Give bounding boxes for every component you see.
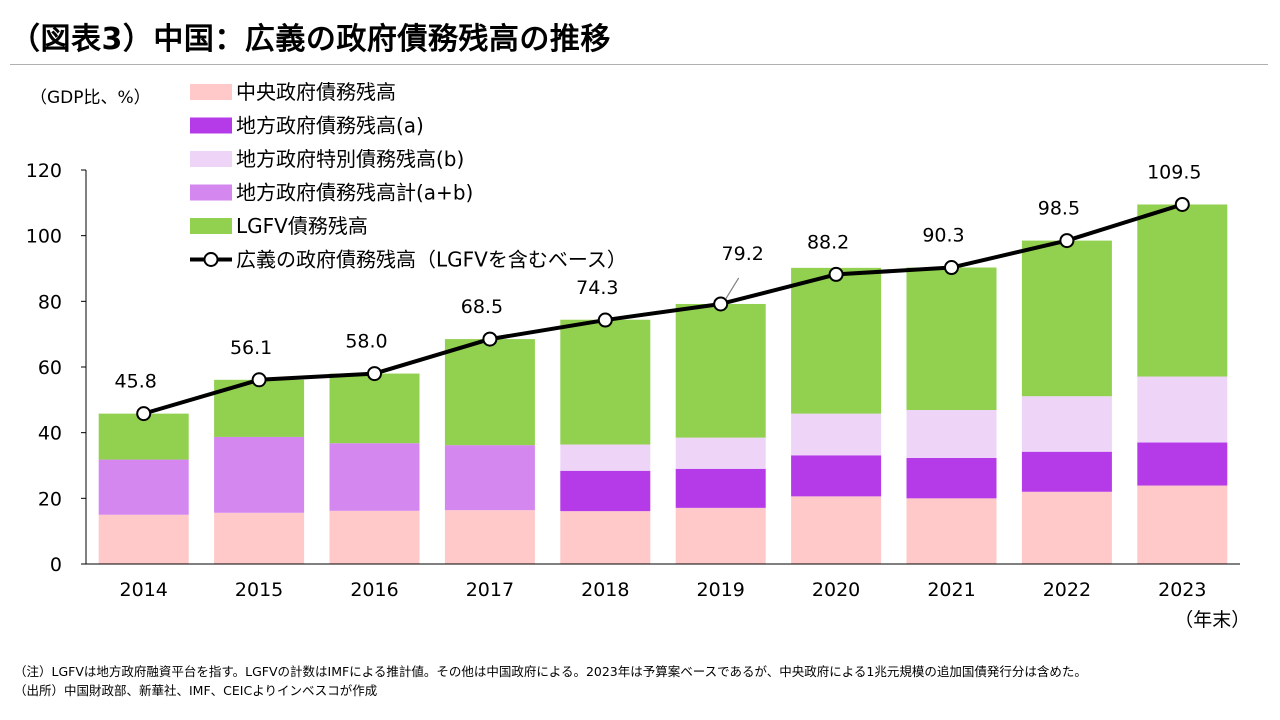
footnotes: （注）LGFVは地方政府融資平台を指す。LGFVの計数はIMFによる推計値。その… bbox=[14, 662, 1087, 700]
line-point-2020 bbox=[828, 266, 844, 282]
x-tick-label: 2021 bbox=[927, 579, 975, 601]
legend-label-total: 広義の政府債務残高（LGFVを含むベース） bbox=[236, 248, 627, 272]
bar-local_a-2023 bbox=[1137, 442, 1228, 486]
bar-lgfv-2016 bbox=[329, 373, 420, 444]
x-tick-label: 2016 bbox=[350, 579, 398, 601]
bar-local_total-2015 bbox=[214, 436, 305, 513]
chart-title: （図表3）中国：広義の政府債務残高の推移 bbox=[10, 22, 611, 57]
bar-local_b-2020 bbox=[791, 413, 882, 456]
y-tick-label: 100 bbox=[26, 226, 62, 248]
legend-line-marker bbox=[203, 252, 219, 267]
y-tick-label: 80 bbox=[38, 291, 62, 313]
legend-swatch-local_b bbox=[190, 151, 232, 167]
bar-lgfv-2021 bbox=[906, 267, 997, 411]
bar-central-2015 bbox=[214, 512, 305, 564]
legend-swatch-local_a bbox=[190, 117, 232, 134]
x-tick-label: 2023 bbox=[1158, 579, 1206, 601]
bar-local_total-2014 bbox=[98, 459, 189, 515]
bar-local_b-2023 bbox=[1137, 376, 1228, 443]
data-label-leader bbox=[725, 277, 740, 300]
bar-central-2016 bbox=[329, 510, 420, 564]
data-label: 58.0 bbox=[345, 331, 387, 353]
x-tick-label: 2017 bbox=[466, 579, 514, 601]
bar-central-2014 bbox=[98, 514, 189, 564]
bar-local_b-2018 bbox=[560, 444, 651, 471]
x-tick-label: 2022 bbox=[1043, 579, 1091, 601]
line-point-2016 bbox=[367, 366, 382, 382]
legend-label-local_b: 地方政府特別債務残高(b) bbox=[236, 147, 464, 171]
bar-central-2019 bbox=[675, 507, 766, 564]
legend-swatch-local_total bbox=[190, 184, 232, 201]
data-label: 74.3 bbox=[576, 277, 618, 299]
footnote-source: （出所）中国財政部、新華社、IMF、CEICよりインベスコが作成 bbox=[14, 683, 378, 698]
legend-swatch-central bbox=[190, 84, 232, 100]
x-tick-label: 2015 bbox=[235, 579, 283, 601]
bar-central-2021 bbox=[906, 498, 997, 564]
data-label: 79.2 bbox=[722, 243, 764, 265]
x-tick-label: 2019 bbox=[697, 579, 745, 601]
line-point-2018 bbox=[597, 312, 613, 328]
bar-lgfv-2018 bbox=[560, 319, 651, 445]
line-point-2021 bbox=[944, 260, 959, 276]
data-label: 68.5 bbox=[461, 296, 503, 318]
bar-local_a-2018 bbox=[560, 470, 651, 512]
bar-local_b-2019 bbox=[675, 437, 766, 469]
data-label: 88.2 bbox=[807, 231, 849, 253]
line-point-2023 bbox=[1174, 196, 1190, 212]
bar-local_a-2020 bbox=[791, 455, 882, 497]
y-tick-label: 20 bbox=[38, 488, 62, 510]
y-tick-label: 120 bbox=[26, 160, 62, 182]
bar-central-2020 bbox=[791, 496, 882, 564]
bar-lgfv-2022 bbox=[1021, 240, 1112, 397]
line-point-2019 bbox=[713, 296, 729, 312]
bar-central-2022 bbox=[1021, 491, 1112, 564]
bar-lgfv-2019 bbox=[675, 303, 766, 438]
bar-local_a-2021 bbox=[906, 457, 997, 499]
y-axis-label: （GDP比、%） bbox=[30, 88, 151, 108]
bar-lgfv-2017 bbox=[444, 339, 535, 446]
x-axis-label: （年末） bbox=[1174, 609, 1250, 631]
line-point-2017 bbox=[482, 331, 498, 347]
legend-label-local_total: 地方政府債務残高計(a+b) bbox=[236, 181, 473, 205]
bar-lgfv-2014 bbox=[98, 413, 189, 460]
bar-local_b-2021 bbox=[906, 410, 997, 458]
bar-local_total-2017 bbox=[444, 445, 535, 511]
data-label: 98.5 bbox=[1038, 198, 1080, 220]
debt-chart: （GDP比、%） 0 20 40 60 80 100 120 2014 2015 2016 2017 2… bbox=[26, 80, 1251, 631]
bar-local_b-2022 bbox=[1021, 396, 1112, 452]
data-label: 109.5 bbox=[1147, 161, 1201, 183]
legend-swatch-lgfv bbox=[190, 218, 232, 234]
bar-central-2018 bbox=[560, 511, 651, 564]
line-point-2015 bbox=[251, 372, 267, 388]
bar-central-2017 bbox=[444, 510, 535, 564]
bar-lgfv-2023 bbox=[1137, 204, 1228, 377]
x-tick-label: 2014 bbox=[120, 579, 168, 601]
footnote-note: （注）LGFVは地方政府融資平台を指す。LGFVの計数はIMFによる推計値。その… bbox=[14, 664, 1087, 679]
y-tick-label: 0 bbox=[50, 554, 62, 576]
bar-local_total-2016 bbox=[329, 443, 420, 511]
bar-central-2023 bbox=[1137, 485, 1228, 564]
legend-label-lgfv: LGFV債務残高 bbox=[236, 214, 368, 238]
line-total bbox=[143, 202, 1183, 416]
bar-lgfv-2020 bbox=[791, 267, 882, 414]
x-tick-label: 2018 bbox=[581, 579, 629, 601]
data-label: 45.8 bbox=[115, 371, 157, 393]
y-tick-label: 40 bbox=[38, 423, 62, 445]
line-point-2014 bbox=[136, 406, 152, 422]
line-point-2022 bbox=[1059, 233, 1075, 249]
bar-local_a-2019 bbox=[675, 468, 766, 508]
data-label: 90.3 bbox=[922, 225, 964, 247]
x-tick-label: 2020 bbox=[812, 579, 860, 601]
bar-local_a-2022 bbox=[1021, 451, 1112, 492]
legend-label-local_a: 地方政府債務残高(a) bbox=[236, 114, 424, 138]
legend-label-central: 中央政府債務残高 bbox=[236, 80, 396, 104]
y-tick-label: 60 bbox=[38, 357, 62, 379]
title-divider bbox=[10, 64, 1268, 65]
data-label: 56.1 bbox=[230, 337, 272, 359]
